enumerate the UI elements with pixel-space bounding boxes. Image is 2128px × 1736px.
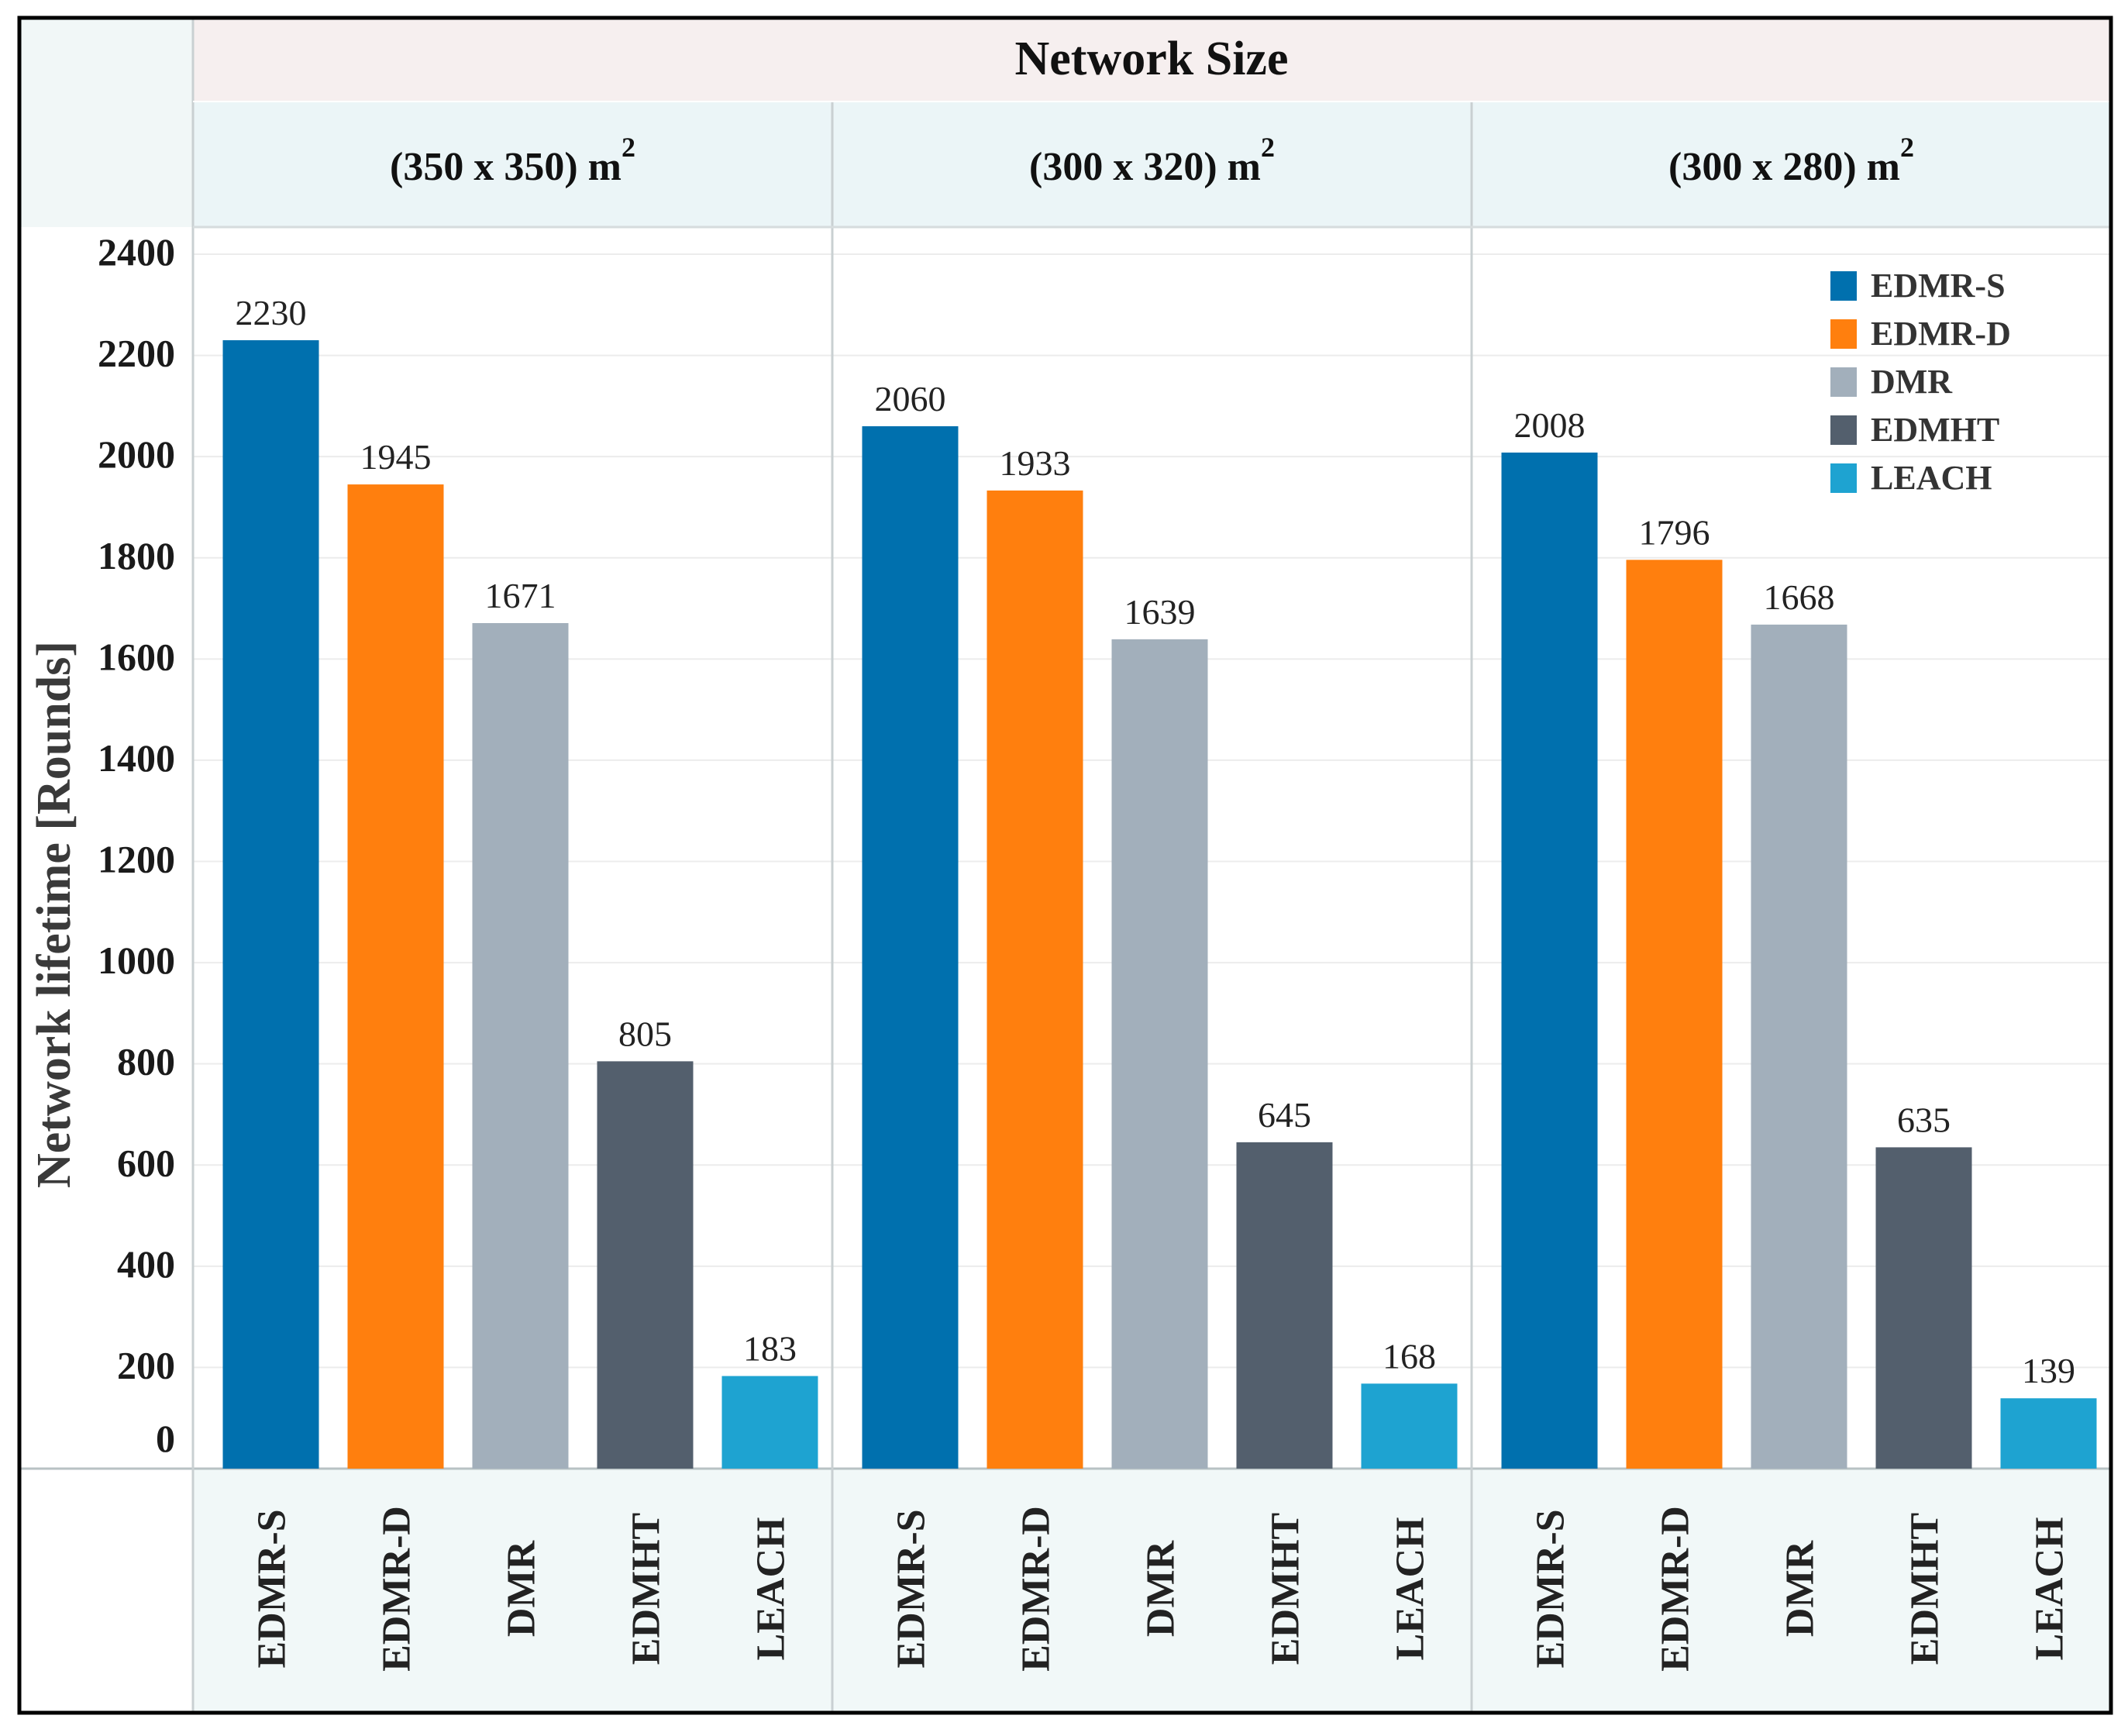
y-tick-label: 1000 [98, 939, 175, 982]
y-tick-label: 800 [117, 1040, 175, 1083]
x-category-labels: EDMR-S EDMR-D DMR EDMHT LEACH EDMR-S EDMR-D DMR… [250, 1506, 2072, 1672]
x-category-label: EDMHT [1264, 1513, 1308, 1665]
x-category-label: LEACH [2028, 1517, 2072, 1661]
title-band [193, 18, 2111, 102]
bars [222, 339, 2097, 1469]
x-category-label: EDMHT [625, 1513, 669, 1665]
group-header-3: (300 x 280) m2 [1668, 132, 1914, 189]
x-category-label: LEACH [1389, 1517, 1433, 1661]
group-header-1: (350 x 350) m2 [390, 132, 635, 189]
x-category-band [193, 1469, 2111, 1713]
bar-value-label: 2060 [875, 379, 946, 418]
y-tick-label: 1400 [98, 736, 175, 780]
legend-label: EDMR-D [1871, 315, 2011, 353]
bar-leach-group-1 [721, 1376, 818, 1469]
group-header-2: (300 x 320) m2 [1029, 132, 1275, 189]
legend-label: EDMHT [1871, 411, 1999, 449]
legend-label: LEACH [1871, 459, 1992, 497]
corner-panel [19, 18, 193, 227]
legend-swatch-edmht [1830, 415, 1857, 445]
y-tick-label: 0 [156, 1417, 175, 1460]
y-tick-label: 2200 [98, 332, 175, 375]
bar-value-label: 2230 [236, 293, 307, 332]
legend-swatch-edmr-d [1830, 319, 1857, 349]
bar-edmr-s-group-3 [1501, 452, 1598, 1469]
bar-value-label: 183 [743, 1329, 797, 1369]
group-header-text: (300 x 320) m [1029, 145, 1261, 189]
bar-value-label: 645 [1258, 1095, 1311, 1135]
outer-frame [17, 16, 2113, 1715]
y-axis-panel [19, 227, 193, 1469]
x-category-label: EDMR-D [1014, 1506, 1059, 1672]
bar-edmht-group-1 [597, 1061, 694, 1469]
bottom-left-blank [19, 1469, 193, 1713]
y-tick-label: 200 [117, 1343, 175, 1386]
y-tick-label: 2400 [98, 230, 175, 274]
x-category-label: EDMR-D [1654, 1506, 1698, 1672]
legend: EDMR-S EDMR-D DMR EDMHT LEACH [1830, 267, 2011, 497]
y-tick-label: 1800 [98, 534, 175, 577]
x-category-label: EDMR-D [375, 1506, 419, 1672]
bar-value-label: 139 [2022, 1351, 2075, 1390]
panel-separators [191, 18, 2111, 1713]
x-category-label: DMR [1139, 1539, 1183, 1637]
x-category-label: EDMR-S [1529, 1509, 1573, 1668]
group-header-text: (350 x 350) m [390, 145, 622, 189]
group-header-sup: 2 [1261, 132, 1275, 163]
legend-swatch-leach [1830, 463, 1857, 493]
bar-value-label: 1933 [1000, 443, 1071, 483]
bar-value-label: 2008 [1514, 405, 1586, 445]
bar-edmr-d-group-3 [1626, 560, 1723, 1469]
x-category-label: DMR [1778, 1539, 1823, 1637]
legend-label: DMR [1871, 363, 1953, 401]
x-category-label: DMR [500, 1539, 544, 1637]
bar-value-labels: 2230 1945 1671 805 183 2060 1933 1639 645 168 2008… [236, 293, 2076, 1390]
x-category-label: LEACH [749, 1517, 794, 1661]
group-header-sup: 2 [1900, 132, 1914, 163]
bar-edmht-group-2 [1236, 1142, 1333, 1469]
bar-dmr-group-1 [472, 622, 569, 1469]
bar-dmr-group-2 [1111, 639, 1208, 1469]
legend-label: EDMR-S [1871, 267, 2006, 305]
y-axis-ticks: 0 200 400 600 800 1000 1200 1400 1600 1800 2000 220… [98, 230, 175, 1460]
group-header-sup: 2 [622, 132, 635, 163]
legend-swatch-dmr [1830, 367, 1857, 397]
bar-edmr-s-group-2 [862, 425, 959, 1469]
bar-value-label: 635 [1897, 1100, 1951, 1139]
bar-value-label: 1639 [1124, 592, 1196, 632]
bar-value-label: 1671 [485, 576, 556, 615]
bar-edmr-d-group-1 [347, 484, 444, 1469]
bar-leach-group-3 [2000, 1398, 2097, 1469]
group-headers: (350 x 350) m2 (300 x 320) m2 (300 x 280) … [390, 132, 1914, 189]
group-header-text: (300 x 280) m [1668, 145, 1900, 189]
bar-edmr-s-group-1 [222, 339, 319, 1469]
bar-edmht-group-3 [1875, 1147, 1972, 1469]
bar-value-label: 1796 [1639, 512, 1710, 552]
x-category-label: EDMR-S [250, 1509, 294, 1668]
y-tick-label: 600 [117, 1141, 175, 1184]
bar-value-label: 168 [1383, 1336, 1436, 1376]
x-category-label: EDMR-S [890, 1509, 934, 1668]
bar-value-label: 805 [618, 1014, 672, 1053]
group-header-band [193, 102, 2111, 227]
y-axis-title: Network lifetime [Rounds] [28, 641, 81, 1188]
legend-swatch-edmr-s [1830, 271, 1857, 301]
bar-value-label: 1668 [1764, 577, 1835, 617]
chart-title: Network Size [1015, 33, 1289, 85]
bar-value-label: 1945 [360, 437, 432, 477]
bar-dmr-group-3 [1751, 624, 1847, 1469]
y-tick-label: 400 [117, 1242, 175, 1286]
bar-edmr-d-group-2 [987, 490, 1083, 1469]
y-tick-label: 1200 [98, 838, 175, 881]
y-tick-label: 2000 [98, 432, 175, 476]
bar-leach-group-2 [1361, 1383, 1458, 1469]
y-tick-label: 1600 [98, 635, 175, 678]
x-category-label: EDMHT [1903, 1513, 1947, 1665]
